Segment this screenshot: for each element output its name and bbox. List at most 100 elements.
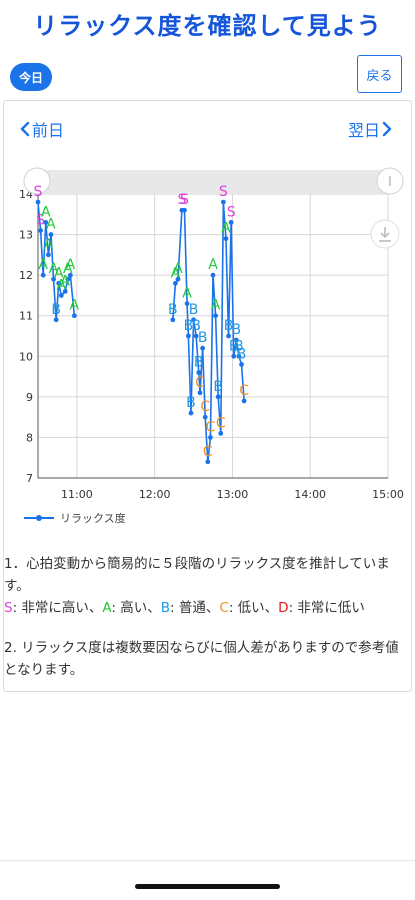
page-title: リラックス度を確認して見よう <box>33 12 382 40</box>
level-label: C <box>195 375 205 391</box>
data-point <box>48 232 54 237</box>
y-tick-label: 11 <box>19 310 33 323</box>
data-point <box>43 220 49 225</box>
y-tick-label: 9 <box>26 391 33 404</box>
note-1: 1．心拍変動から簡易的に５段階のリラックス度を推計しています。 <box>4 556 390 594</box>
data-point <box>228 220 234 225</box>
level-label: A <box>171 265 181 281</box>
data-point <box>170 317 176 323</box>
data-point <box>40 272 46 278</box>
data-point <box>220 199 226 205</box>
previous-day-link[interactable]: 前日 <box>18 117 64 141</box>
data-point <box>188 410 194 416</box>
next-day-link[interactable]: 翌日 <box>348 117 394 141</box>
level-label: A <box>46 217 56 233</box>
level-label: B <box>194 355 204 371</box>
data-point <box>56 280 62 286</box>
level-s-key: S <box>4 600 13 616</box>
x-tick-label: 12:00 <box>139 488 171 500</box>
level-label: S <box>34 184 43 200</box>
zoom-track[interactable] <box>36 170 392 194</box>
level-a-text: : 高い、 <box>111 600 161 616</box>
data-point <box>184 301 190 306</box>
chevron-right-icon <box>382 121 392 137</box>
level-label: A <box>221 221 231 237</box>
level-label: A <box>44 237 54 253</box>
y-tick-label: 10 <box>19 350 33 363</box>
level-d-text: : 非常に低い <box>288 600 365 616</box>
data-point <box>173 280 178 286</box>
data-point <box>226 333 231 339</box>
level-label: B <box>184 318 194 334</box>
level-d-key: D <box>278 600 289 616</box>
chevron-left-icon <box>20 121 30 137</box>
x-tick-label: 11:00 <box>61 488 93 500</box>
level-label: A <box>182 286 192 302</box>
level-a-key: A <box>102 600 112 616</box>
level-label: A <box>208 257 218 273</box>
level-label: A <box>54 265 64 281</box>
data-point <box>193 333 199 339</box>
x-tick-label: 13:00 <box>217 488 249 500</box>
level-label: B <box>224 318 234 334</box>
level-key: S: 非常に高い、A: 高い、B: 普通、C: 低い、D: 非常に低い <box>4 597 410 619</box>
level-label: S <box>180 192 189 208</box>
data-point <box>51 276 56 282</box>
x-tick-label: 14:00 <box>294 488 326 500</box>
zoom-handle-left[interactable] <box>23 167 51 195</box>
home-indicator <box>135 884 280 889</box>
data-point <box>191 317 196 323</box>
zoom-scrollbar[interactable] <box>23 167 404 195</box>
level-label: S <box>227 204 236 220</box>
level-label: C <box>216 415 226 431</box>
data-point <box>38 228 43 233</box>
level-label: B <box>189 302 199 318</box>
data-point <box>182 207 187 213</box>
legend-label: リラックス度 <box>60 512 126 525</box>
data-point <box>231 353 237 359</box>
data-point <box>175 276 181 282</box>
chart-card <box>3 100 412 692</box>
data-point <box>223 236 229 242</box>
data-point <box>218 430 224 436</box>
y-tick-label: 7 <box>26 472 33 485</box>
note-2: 2. リラックス度は複数要因ならびに個人差がありますので参考値となります。 <box>4 640 399 678</box>
data-point <box>197 390 203 396</box>
data-point <box>71 313 77 319</box>
level-label: S <box>36 213 45 229</box>
level-label: A <box>38 257 48 273</box>
today-button[interactable]: 今日 <box>10 63 52 91</box>
level-label: S <box>219 184 228 200</box>
level-label: B <box>232 322 242 338</box>
data-point <box>210 272 216 278</box>
back-button[interactable]: 戻る <box>357 55 402 93</box>
level-label: A <box>173 261 183 277</box>
level-label: B <box>237 346 247 362</box>
level-label: A <box>41 204 51 220</box>
level-label: B <box>213 379 223 395</box>
level-b-key: B <box>160 600 171 616</box>
level-label: B <box>51 302 61 318</box>
y-tick-label: 8 <box>26 431 33 444</box>
level-label: A <box>60 273 70 289</box>
data-point <box>233 337 239 343</box>
data-point <box>35 199 41 205</box>
level-label: B <box>168 302 178 318</box>
legend-line-icon <box>24 515 54 521</box>
data-point <box>239 362 244 367</box>
data-point <box>213 313 218 319</box>
level-c-text: : 低い、 <box>228 600 279 616</box>
download-button[interactable] <box>370 219 400 249</box>
data-point <box>205 459 211 465</box>
level-label: B <box>234 338 244 354</box>
y-tick-label: 13 <box>19 229 33 242</box>
series-points <box>35 199 247 465</box>
level-label: C <box>203 444 213 460</box>
notes: 1．心拍変動から簡易的に５段階のリラックス度を推計しています。 S: 非常に高い… <box>4 553 410 681</box>
data-point <box>62 288 68 294</box>
next-day-label: 翌日 <box>348 121 381 140</box>
data-point <box>241 398 247 404</box>
x-tick-label: 15:00 <box>372 488 404 500</box>
